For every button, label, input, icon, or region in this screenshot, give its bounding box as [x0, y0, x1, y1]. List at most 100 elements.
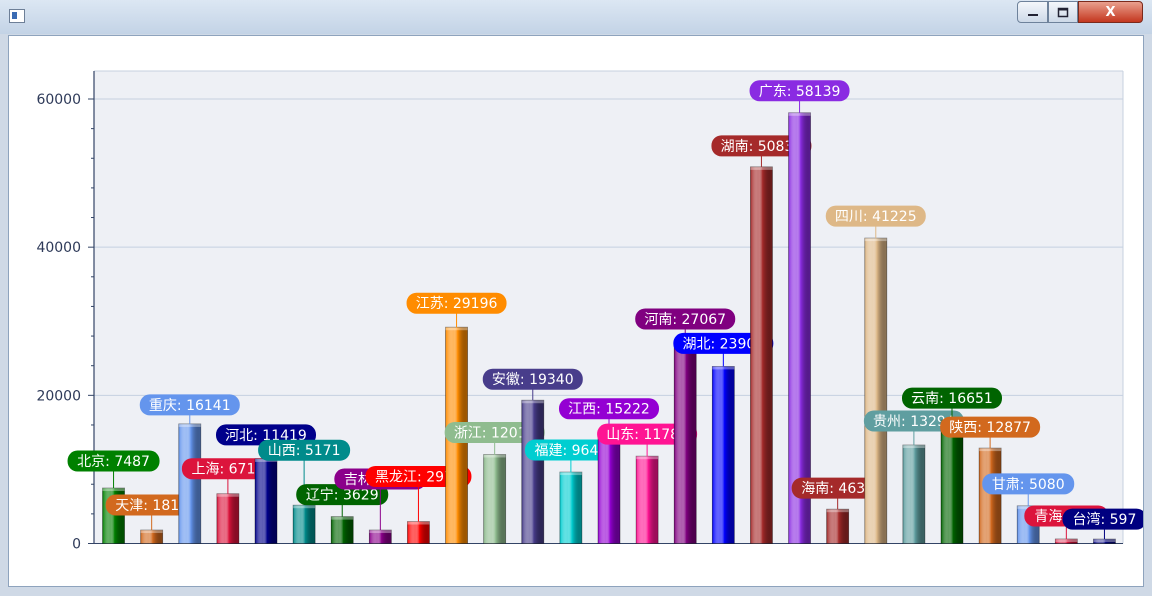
data-label-bubble	[181, 458, 274, 480]
bar-shading	[1093, 538, 1116, 544]
data-label-bubble	[67, 450, 160, 472]
minimize-button[interactable]	[1017, 1, 1048, 23]
data-label-bubble	[940, 416, 1041, 438]
data-label-bubble	[902, 387, 1002, 409]
bar-cap	[559, 472, 582, 476]
data-label-bubble	[444, 421, 545, 443]
bar-shading	[1054, 538, 1078, 544]
bar-cap	[445, 327, 468, 331]
bar-shading	[292, 504, 316, 544]
bar-shading	[940, 419, 964, 544]
data-label-bubble	[791, 477, 884, 499]
y-tick-label: 60000	[36, 92, 81, 108]
bar-cap	[369, 530, 392, 534]
bar-shading	[864, 237, 888, 544]
y-tick-label: 20000	[36, 388, 81, 404]
close-button[interactable]: X	[1078, 1, 1143, 23]
bar-cap	[140, 530, 163, 534]
bar-shading	[978, 447, 1002, 544]
data-label-bubble	[597, 423, 698, 445]
data-label: 天津: 1818	[115, 498, 188, 514]
data-label-bubble	[139, 394, 240, 416]
bar-cap	[293, 505, 316, 509]
data-label: 台湾: 597	[1072, 511, 1136, 528]
y-tick-label: 40000	[36, 240, 81, 256]
bar-cap	[483, 454, 506, 458]
bar-cap	[979, 448, 1002, 452]
chart-window-client: 0 20000 40000 60000 北京: 7487 天津: 1818 重庆: 1614…	[8, 35, 1144, 587]
bar-cap	[636, 456, 659, 460]
bar-shading	[216, 493, 240, 544]
bar-cap	[102, 488, 125, 492]
data-label-bubble	[482, 368, 583, 390]
data-label-bubble	[825, 205, 926, 227]
bar-shading	[483, 454, 507, 544]
minimize-icon	[1027, 14, 1038, 16]
data-label-bubble	[559, 398, 659, 420]
data-label-bubble	[365, 465, 472, 487]
bar-cap	[788, 112, 811, 116]
bar-cap	[1017, 505, 1040, 509]
data-label-bubble	[982, 473, 1075, 495]
data-label: 贵州: 13294	[873, 414, 955, 430]
bar-shading	[711, 366, 735, 544]
maximize-button[interactable]	[1048, 1, 1078, 23]
data-label-bubble	[105, 494, 198, 516]
data-label-bubble	[863, 410, 964, 432]
data-label: 甘肃: 5080	[992, 477, 1065, 493]
bar-chart: 0 20000 40000 60000 北京: 7487 天津: 1818 重庆: 1614…	[36, 70, 1143, 553]
bar-shading	[826, 508, 850, 544]
bar-shading	[254, 458, 278, 544]
bar-cap	[331, 516, 354, 520]
data-label: 湖北: 23904	[682, 336, 764, 352]
data-label-bubble	[406, 292, 507, 314]
maximize-icon	[1057, 7, 1069, 17]
data-label: 北京: 7487	[77, 454, 150, 470]
bar-shading	[635, 455, 659, 544]
data-label: 山西: 5171	[268, 443, 341, 459]
bar-cap	[826, 509, 849, 513]
data-label: 海南: 4633	[801, 481, 874, 497]
data-label: 湖南: 50838	[721, 139, 803, 155]
data-label: 陕西: 12877	[949, 420, 1031, 436]
bar-cap	[178, 423, 201, 427]
data-label-bubble	[524, 439, 617, 461]
data-label: 江西: 15222	[568, 402, 650, 418]
bar-cap	[1093, 539, 1116, 543]
bar-shading	[673, 342, 697, 544]
bar-cap	[864, 238, 887, 242]
data-label: 江苏: 29196	[416, 296, 498, 312]
app-icon[interactable]	[9, 9, 25, 23]
data-label-bubble	[1062, 508, 1143, 530]
data-label-bubble	[673, 332, 774, 354]
bar-shading	[407, 521, 430, 544]
bar-cap	[750, 166, 773, 170]
data-label: 山东: 11788	[606, 427, 688, 443]
bar-shading	[559, 471, 583, 544]
title-bar: X	[0, 0, 1152, 34]
data-label: 上海: 6717	[191, 462, 264, 478]
data-label-bubble	[258, 439, 351, 461]
bar-cap	[1055, 538, 1078, 542]
data-label-bubble	[711, 135, 812, 157]
data-label: 河南: 27067	[644, 312, 726, 328]
bar-shading	[521, 399, 545, 544]
bar-shading	[597, 430, 621, 544]
data-label: 云南: 16651	[911, 391, 993, 407]
data-label: 福建: 9643	[534, 443, 607, 459]
y-tick-label: 0	[72, 537, 81, 553]
bar-cap	[902, 445, 925, 449]
data-label: 广东: 58139	[759, 84, 841, 100]
bar-cap	[712, 366, 735, 370]
bar-cap	[407, 521, 430, 525]
bar-cap	[521, 400, 544, 404]
data-label-bubble	[749, 80, 850, 102]
bar-shading	[750, 166, 773, 544]
bar-shading	[902, 444, 926, 544]
bar-shading	[178, 423, 202, 544]
data-label: 辽宁: 3629	[306, 487, 379, 504]
data-label: 四川: 41225	[835, 209, 917, 225]
data-label: 浙江: 12017	[454, 425, 536, 441]
data-label: 重庆: 16141	[149, 398, 231, 414]
data-label: 黑龙江: 2970	[375, 469, 462, 485]
